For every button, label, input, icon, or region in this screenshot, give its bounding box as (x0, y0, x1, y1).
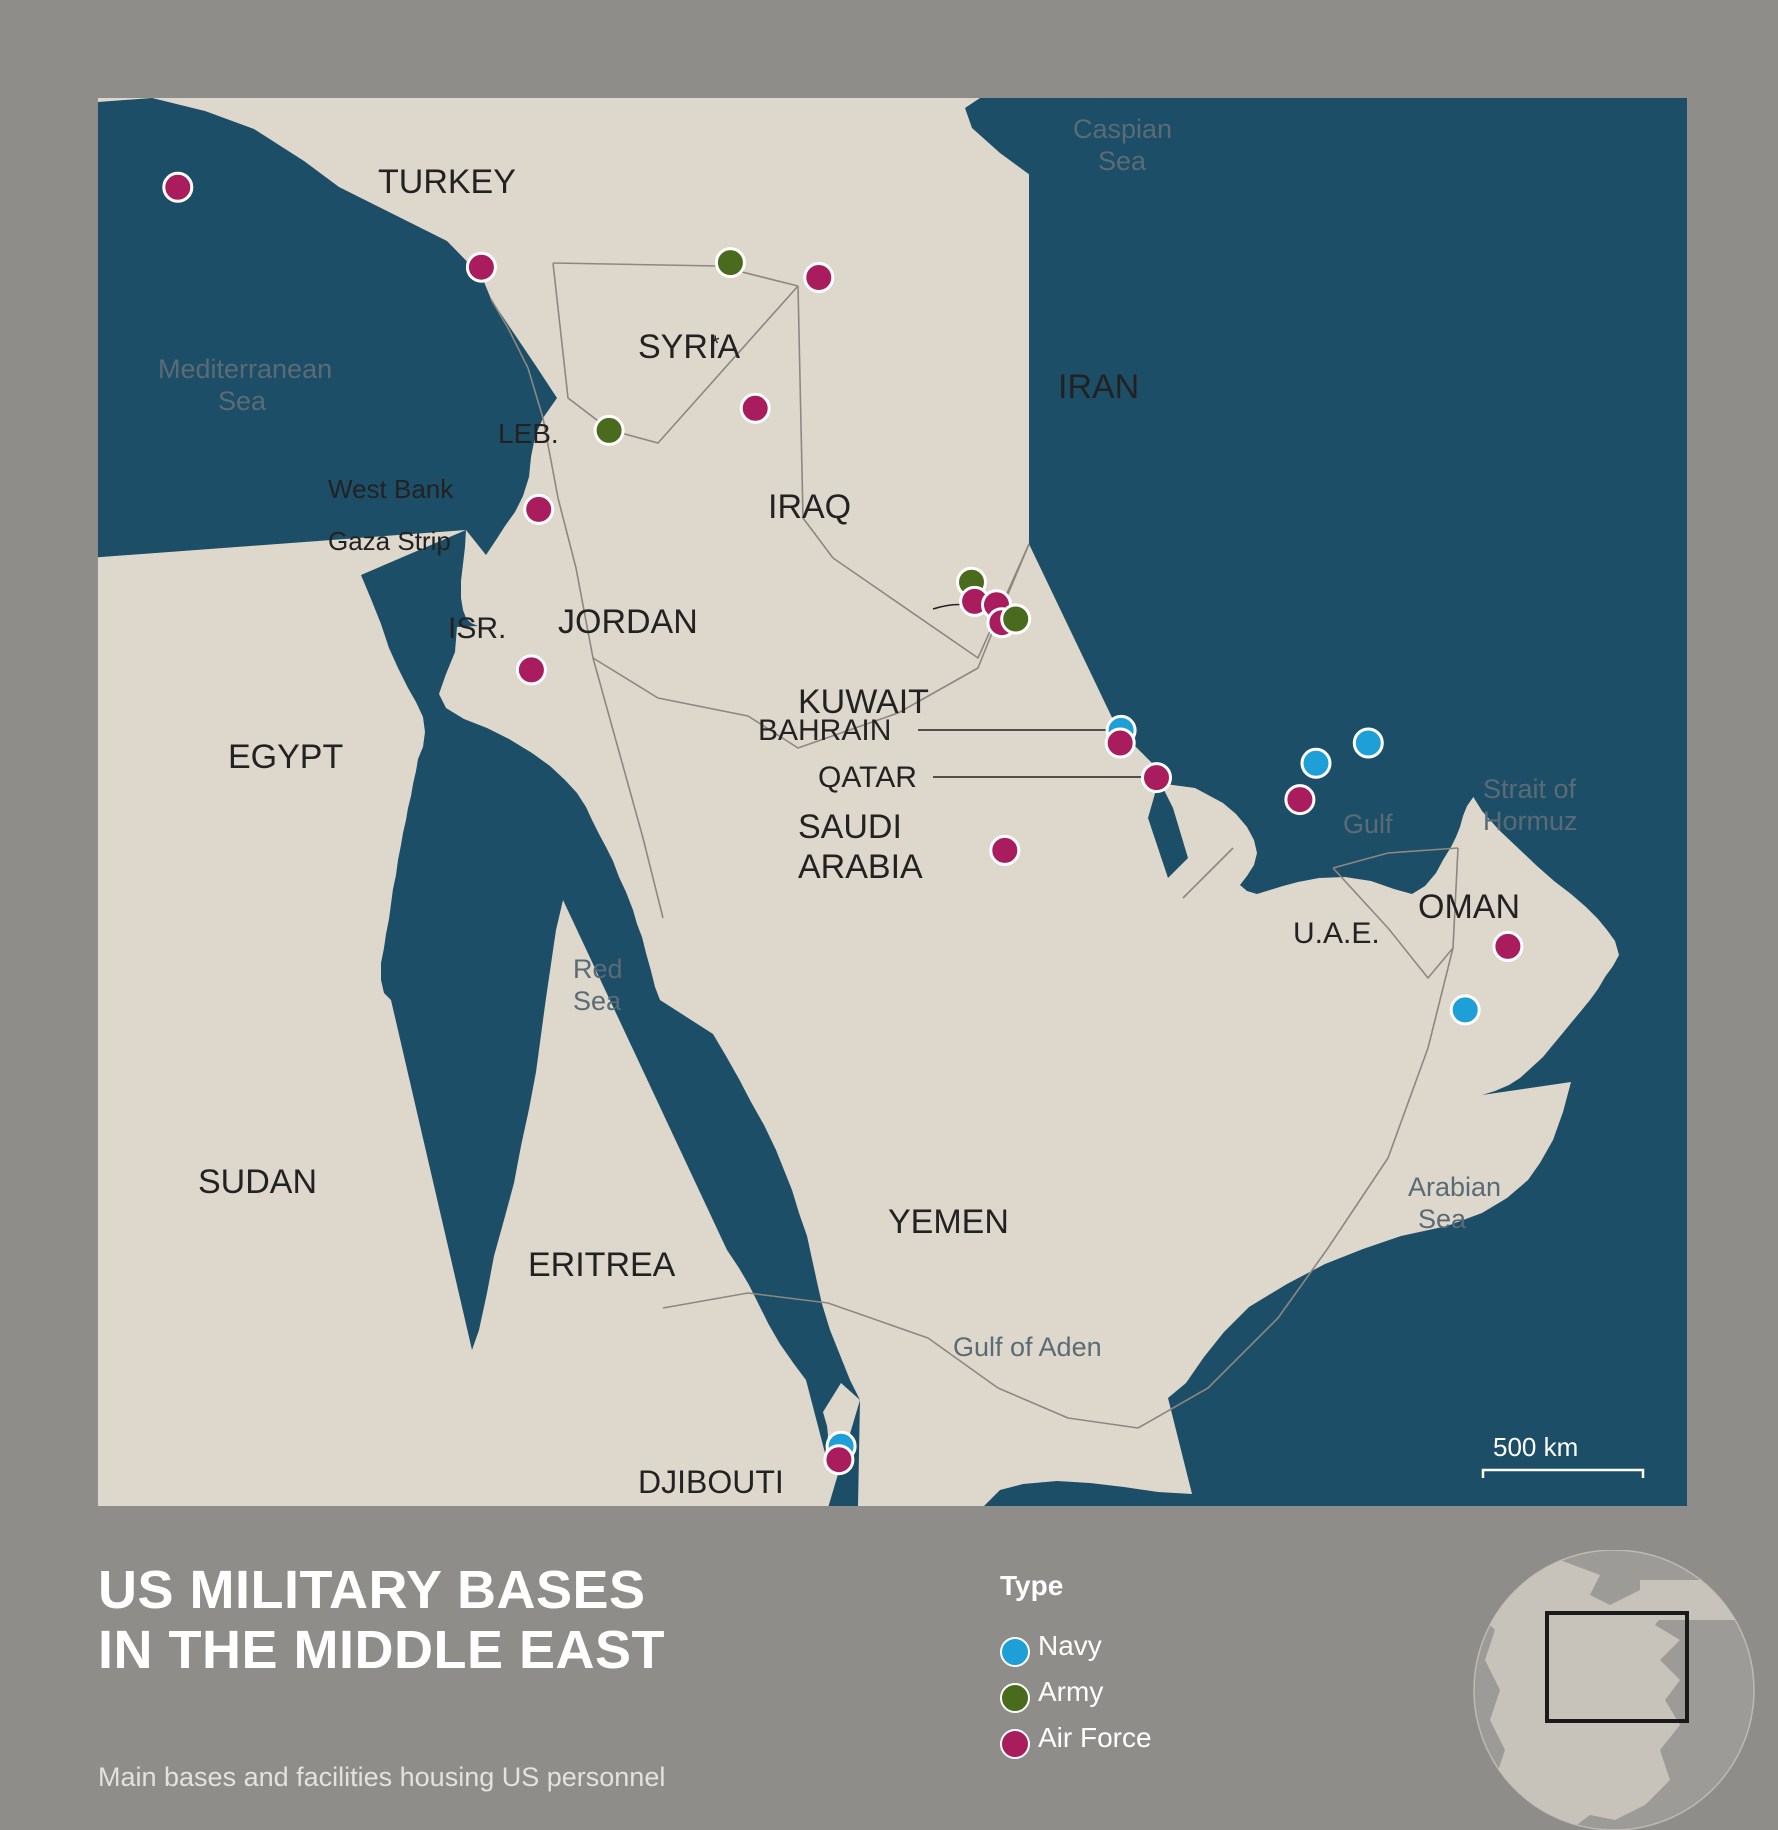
svg-text:Sea: Sea (1098, 146, 1147, 176)
svg-text:YEMEN: YEMEN (888, 1203, 1009, 1241)
svg-text:ARABIA: ARABIA (798, 848, 923, 886)
svg-text:Strait of: Strait of (1483, 774, 1577, 804)
svg-text:*: * (711, 331, 720, 356)
svg-text:SUDAN: SUDAN (198, 1163, 317, 1201)
svg-text:500 km: 500 km (1493, 1432, 1578, 1462)
svg-text:IRAQ: IRAQ (768, 488, 851, 526)
svg-text:Gulf: Gulf (1343, 809, 1393, 839)
svg-text:Sea: Sea (573, 986, 622, 1016)
svg-text:LEB.: LEB. (498, 418, 559, 449)
svg-text:West Bank: West Bank (328, 474, 454, 504)
svg-text:Sea: Sea (1418, 1204, 1467, 1234)
svg-text:OMAN: OMAN (1418, 888, 1520, 926)
svg-text:BAHRAIN: BAHRAIN (758, 714, 891, 747)
svg-text:DJIBOUTI: DJIBOUTI (638, 1464, 784, 1500)
svg-text:Sea: Sea (218, 386, 267, 416)
svg-text:QATAR: QATAR (818, 761, 917, 794)
svg-text:Hormuz: Hormuz (1483, 806, 1578, 836)
svg-text:JORDAN: JORDAN (558, 603, 698, 641)
svg-text:Red: Red (573, 954, 623, 984)
svg-text:Caspian: Caspian (1073, 114, 1172, 144)
svg-text:ISR.: ISR. (448, 612, 506, 645)
svg-text:Gaza Strip: Gaza Strip (328, 526, 451, 556)
svg-text:TURKEY: TURKEY (378, 163, 516, 201)
svg-text:EGYPT: EGYPT (228, 738, 343, 776)
svg-text:IRAN: IRAN (1058, 368, 1139, 406)
svg-text:ERITREA: ERITREA (528, 1246, 676, 1284)
svg-text:Gulf of Aden: Gulf of Aden (953, 1332, 1102, 1362)
svg-text:U.A.E.: U.A.E. (1293, 917, 1380, 950)
svg-text:SYRIA: SYRIA (638, 328, 740, 366)
svg-text:SAUDI: SAUDI (798, 808, 902, 846)
svg-text:Mediterranean: Mediterranean (158, 354, 332, 384)
svg-text:Arabian: Arabian (1408, 1172, 1501, 1202)
